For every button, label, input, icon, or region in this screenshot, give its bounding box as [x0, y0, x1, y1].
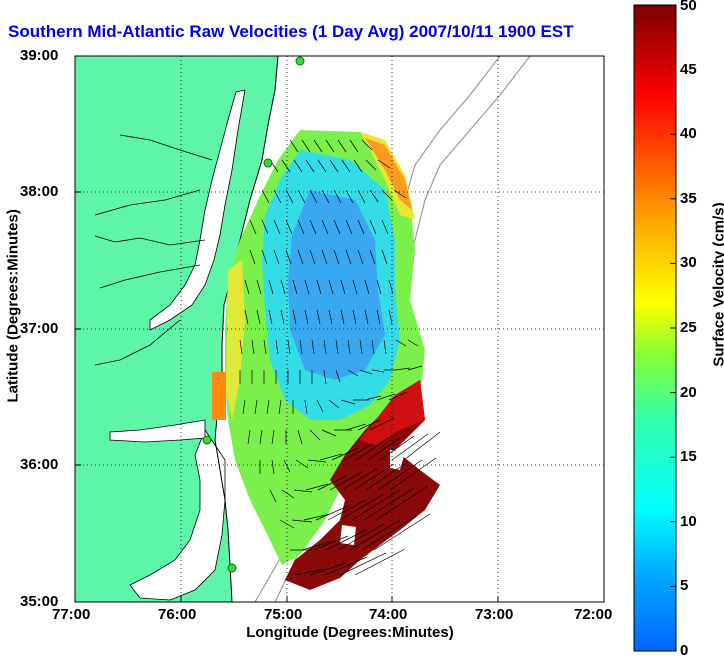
- river-5: [94, 319, 181, 366]
- x-tick: 74:00: [369, 606, 408, 623]
- map-title: Southern Mid-Atlantic Raw Velocities (1 …: [8, 22, 574, 41]
- velocity-field-orange-west: [212, 372, 226, 420]
- velocity-field-hole: [390, 450, 405, 470]
- colorbar-tick: 35: [680, 190, 697, 207]
- grid: [75, 56, 604, 602]
- colorbar-tick: 5: [680, 577, 689, 594]
- y-tick: 39:00: [20, 47, 59, 64]
- colorbar-tick: 45: [680, 61, 697, 78]
- colorbar: [633, 4, 677, 652]
- y-tick: 37:00: [20, 320, 59, 337]
- station-marker: [227, 563, 237, 573]
- velocity-field-red-edge: [360, 380, 425, 445]
- river-2: [99, 264, 201, 289]
- pamlico-sound: [129, 429, 226, 601]
- chesapeake-bay: [149, 89, 246, 331]
- velocity-field-high: [285, 380, 440, 590]
- x-axis-label: Longitude (Degrees:Minutes): [246, 624, 454, 641]
- y-tick: 36:00: [20, 456, 59, 473]
- colorbar-tick: 40: [680, 125, 697, 142]
- x-tick: 76:00: [158, 606, 197, 623]
- colorbar-tick: 15: [680, 448, 697, 465]
- velocity-field-orange-ne: [365, 138, 412, 210]
- station-marker: [263, 158, 273, 168]
- river-1: [94, 235, 206, 246]
- x-tick: 73:00: [475, 606, 514, 623]
- x-tick: 72:00: [574, 606, 613, 623]
- colorbar-label: Surface Velocity (cm/s): [710, 202, 724, 367]
- velocity-vectors: [239, 139, 441, 576]
- coastline: [214, 56, 279, 602]
- colorbar-tick: 30: [680, 254, 697, 271]
- x-tick: 75:00: [264, 606, 303, 623]
- colorbar-tick: 20: [680, 384, 697, 401]
- station-marker: [295, 56, 305, 66]
- colorbar-tick: 10: [680, 513, 697, 530]
- colorbar-tick: 25: [680, 319, 697, 336]
- y-tick: 38:00: [20, 183, 59, 200]
- y-axis-label: Latitude (Degrees:Minutes): [4, 209, 22, 403]
- velocity-field-yellow-west: [226, 260, 245, 420]
- colorbar-tick: 0: [680, 642, 689, 659]
- x-tick: 77:00: [52, 606, 91, 623]
- frame-ticks: [75, 191, 499, 602]
- station-marker: [202, 435, 212, 445]
- colorbar-ticks: [670, 4, 676, 587]
- velocity-field-gap: [340, 525, 356, 545]
- river-3: [94, 189, 201, 216]
- colorbar-tick: 50: [680, 0, 697, 14]
- y-tick: 35:00: [20, 593, 59, 610]
- velocity-field-blue: [288, 190, 385, 380]
- river-4: [119, 134, 213, 161]
